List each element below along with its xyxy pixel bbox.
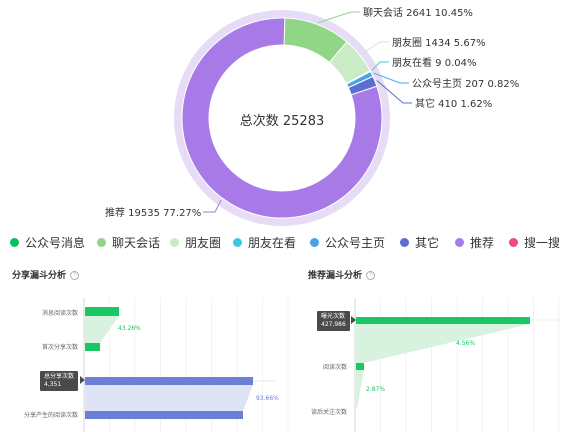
donut-chart: 聊天会话 2641 10.45% 朋友圈 1434 5.67% 朋友在看 9 0.0… [105,6,519,226]
legend-dot [170,238,179,247]
tooltip-value: 4,351 [44,381,62,388]
legend-label: 朋友圈 [185,236,222,250]
legend-label: 搜一搜 [524,236,561,250]
share-funnel-title: 分享漏斗分析? [12,268,80,281]
funnel-bar[interactable] [85,411,243,419]
tooltip-arrow [351,316,356,324]
legend-dot [400,238,409,247]
slice-label: 推荐 19535 77.27% [105,206,201,219]
funnel-bar[interactable] [356,317,530,324]
leader-line [203,199,222,213]
conversion-rate: 2.87% [366,386,386,393]
tooltip-label: 总分享次数 [44,373,75,380]
leader-line [376,80,412,104]
donut-slice[interactable] [181,17,383,219]
recommend-funnel-title: 推荐漏斗分析? [308,268,376,281]
funnel-bar[interactable] [85,377,253,385]
share-funnel-title-text: 分享漏斗分析 [12,271,67,281]
legend-dot [97,238,106,247]
legend-item[interactable]: 朋友圈 [170,234,221,251]
legend-item[interactable]: 朋友在看 [233,234,296,251]
chart-legend: 公众号消息 聊天会话 朋友圈 朋友在看 公众号主页 其它 推荐 搜一搜 [0,234,576,256]
legend-label: 公众号主页 [325,236,386,250]
legend-item[interactable]: 聊天会话 [97,234,160,251]
funnel-conversion-area [356,324,530,363]
funnel-bar[interactable] [85,307,119,316]
legend-item[interactable]: 搜一搜 [509,234,560,251]
funnel-bar[interactable] [85,343,100,351]
info-icon[interactable]: ? [366,271,376,280]
conversion-rate: 4.56% [456,340,476,347]
slice-label: 朋友在看 9 0.04% [392,56,477,69]
slice-label: 朋友圈 1434 5.67% [392,36,486,49]
funnel-row-label: 消息阅读次数 [41,310,78,317]
tooltip-value: 427,986 [321,321,346,328]
legend-dot [10,238,19,247]
leader-line [371,61,389,71]
leader-line [318,11,360,24]
conversion-rate: 43.26% [118,325,141,332]
tooltip-arrow [80,376,85,384]
legend-item[interactable]: 其它 [400,234,439,251]
funnel-conversion-area [85,385,253,411]
legend-dot [509,238,518,247]
leader-line [361,41,389,55]
legend-label: 其它 [415,236,440,250]
legend-label: 朋友在看 [248,236,297,250]
info-icon[interactable]: ? [70,271,80,280]
legend-dot [455,238,464,247]
funnel-bar[interactable] [356,363,364,370]
slice-label: 聊天会话 2641 10.45% [363,6,473,19]
legend-item[interactable]: 公众号消息 [10,234,85,251]
funnel-charts [83,298,560,432]
funnel-conversion-area [85,316,119,343]
legend-label: 推荐 [470,236,495,250]
legend-item[interactable]: 公众号主页 [310,234,385,251]
slice-label: 其它 410 1.62% [415,97,492,110]
legend-dot [310,238,319,247]
funnel-tooltip: 总分享次数 4,351 [40,371,79,391]
conversion-rate: 93.66% [256,395,279,402]
legend-label: 聊天会话 [112,236,161,250]
legend-item[interactable]: 推荐 [455,234,494,251]
funnel-row-label: 分享产生的阅读次数 [23,412,78,419]
legend-label: 公众号消息 [25,236,86,250]
slice-label: 公众号主页 207 0.82% [412,78,519,90]
funnel-row-label: 首次分享次数 [41,344,78,351]
tooltip-label: 曝光次数 [321,313,346,320]
funnel-conversion-area [356,370,364,408]
funnel-row-label: 阅读次数 [322,364,347,371]
donut-center-label: 总次数 25283 [240,113,325,129]
leader-line [373,72,409,84]
legend-dot [233,238,242,247]
funnel-row-label: 读后关注次数 [310,409,347,416]
recommend-funnel-title-text: 推荐漏斗分析 [308,271,363,281]
funnel-tooltip: 曝光次数 427,986 [317,311,350,331]
